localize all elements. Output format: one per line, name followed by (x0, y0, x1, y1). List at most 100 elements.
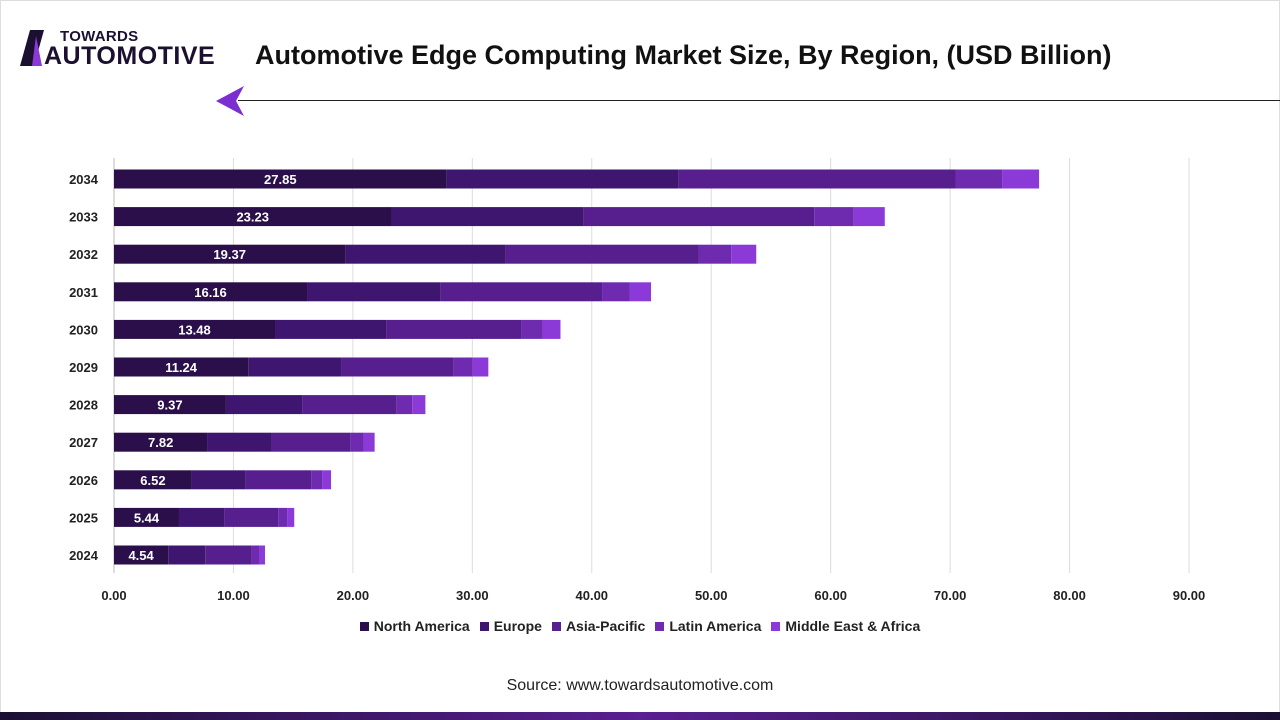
logo: TOWARDS AUTOMOTIVE (20, 28, 225, 70)
legend-label: North America (373, 618, 470, 634)
bar-segment-middle-east-africa (629, 282, 652, 302)
bar-segment-europe (225, 395, 303, 415)
legend-item: Latin America (655, 618, 761, 634)
legend-swatch (551, 622, 561, 631)
logo-text-top: TOWARDS (60, 28, 139, 45)
legend-swatch (655, 622, 665, 631)
bar-segment-europe (191, 470, 246, 490)
bar-segment-middle-east-africa (853, 207, 885, 227)
bar-segment-europe (275, 319, 387, 339)
y-tick-label: 2027 (69, 435, 98, 450)
bar-segment-middle-east-africa (322, 470, 332, 490)
data-label: 6.52 (140, 473, 165, 488)
bar-segment-north-america (114, 432, 208, 452)
bar-segment-europe (307, 282, 441, 302)
bar-segment-asia-pacific (224, 507, 279, 527)
logo-mark-icon (20, 30, 44, 66)
x-tick-label: 50.00 (695, 588, 728, 603)
page-title: Automotive Edge Computing Market Size, B… (255, 40, 1112, 70)
bar-segment-asia-pacific (386, 319, 522, 339)
bottom-band (0, 712, 1280, 720)
bar-segment-middle-east-africa (412, 395, 426, 415)
y-tick-label: 2034 (69, 172, 99, 187)
legend-swatch (359, 622, 369, 631)
bar-segment-europe (391, 207, 584, 227)
legend-item: Asia-Pacific (551, 618, 646, 634)
legend-item: North America (359, 618, 470, 634)
y-tick-label: 2030 (69, 322, 98, 337)
x-tick-label: 40.00 (576, 588, 609, 603)
y-tick-label: 2031 (69, 285, 98, 300)
bar-segment-latin-america (521, 319, 543, 339)
bar-segment-asia-pacific (583, 207, 815, 227)
bar-segment-europe (207, 432, 272, 452)
data-label: 23.23 (236, 210, 269, 225)
x-tick-label: 30.00 (456, 588, 489, 603)
bar-segment-asia-pacific (302, 395, 397, 415)
bar-segment-latin-america (251, 545, 260, 565)
bar-segment-middle-east-africa (472, 357, 489, 377)
bar-segment-middle-east-africa (1002, 169, 1040, 189)
bar-segment-latin-america (453, 357, 473, 377)
bar-segment-middle-east-africa (542, 319, 561, 339)
legend-label: Middle East & Africa (785, 618, 921, 634)
data-label: 16.16 (194, 285, 227, 300)
y-tick-label: 2026 (69, 473, 98, 488)
x-tick-label: 10.00 (217, 588, 250, 603)
bar-segment-north-america (114, 282, 308, 302)
data-label: 9.37 (157, 398, 182, 413)
logo-text-bottom: AUTOMOTIVE (44, 42, 216, 70)
bar-segment-middle-east-africa (731, 244, 757, 264)
legend-item: Middle East & Africa (771, 618, 920, 634)
data-label: 5.44 (134, 510, 160, 525)
bar-segment-latin-america (955, 169, 1003, 189)
bar-segment-latin-america (396, 395, 413, 415)
bar-segment-north-america (114, 507, 179, 527)
legend-item: Europe (479, 618, 542, 634)
bar-segment-asia-pacific (440, 282, 603, 302)
x-tick-label: 60.00 (814, 588, 847, 603)
y-tick-label: 2028 (69, 398, 98, 413)
x-tick-label: 0.00 (101, 588, 126, 603)
stacked-bar-chart: 0.00 10.00 20.00 30.00 40.00 50.00 60.00 70.00 8… (69, 158, 1206, 603)
bar-segment-north-america (114, 319, 276, 339)
bar-segment-europe (168, 545, 206, 565)
data-label: 19.37 (213, 247, 246, 262)
y-tick-label: 2032 (69, 247, 98, 262)
x-tick-label: 20.00 (337, 588, 370, 603)
legend-label: Latin America (669, 618, 762, 634)
bar-segment-latin-america (602, 282, 630, 302)
title-rule (238, 100, 1280, 101)
legend-swatch (771, 622, 781, 631)
bar-segment-middle-east-africa (363, 432, 375, 452)
x-tick-label: 90.00 (1173, 588, 1206, 603)
bar-segment-asia-pacific (205, 545, 252, 565)
bar-segment-north-america (114, 545, 169, 565)
bar-segment-middle-east-africa (259, 545, 265, 565)
x-tick-label: 80.00 (1053, 588, 1086, 603)
bar-segment-europe (248, 357, 342, 377)
y-tick-label: 2033 (69, 210, 98, 225)
bar-segment-north-america (114, 244, 346, 264)
data-label: 27.85 (264, 172, 297, 187)
source-note: Source: www.towardsautomotive.com (506, 677, 774, 694)
bar-segment-europe (446, 169, 679, 189)
legend-label: Asia-Pacific (565, 618, 646, 634)
bar-segment-asia-pacific (245, 470, 312, 490)
y-tick-label: 2025 (69, 510, 98, 525)
bar-segment-north-america (114, 395, 226, 415)
y-tick-label: 2024 (69, 548, 99, 563)
bar-segment-asia-pacific (271, 432, 351, 452)
data-label: 7.82 (148, 435, 173, 450)
bar-segment-europe (178, 507, 225, 527)
bar-segment-asia-pacific (678, 169, 956, 189)
x-tick-label: 70.00 (934, 588, 967, 603)
bar-segment-latin-america (350, 432, 364, 452)
arrow-left-icon (216, 86, 244, 116)
bar-segment-asia-pacific (341, 357, 454, 377)
data-label: 13.48 (178, 322, 211, 337)
legend-swatch (479, 622, 489, 631)
bar-segment-middle-east-africa (287, 507, 295, 527)
bar-segment-latin-america (698, 244, 732, 264)
bar-segment-north-america (114, 470, 192, 490)
